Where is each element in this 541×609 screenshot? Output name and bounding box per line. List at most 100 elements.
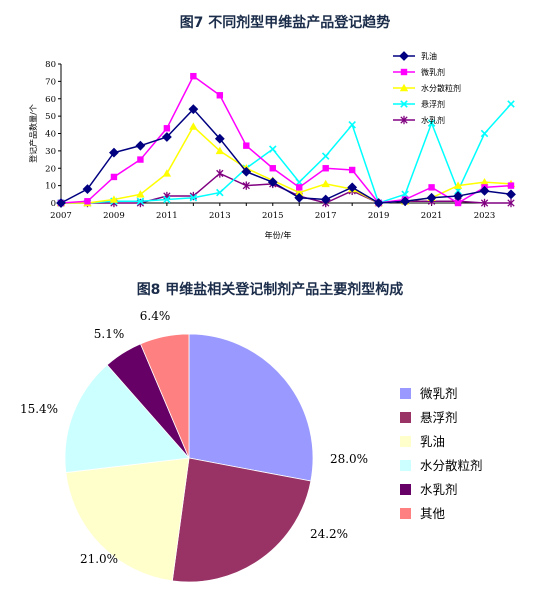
legend-item: 水分散粒剂 — [400, 458, 483, 473]
marker-stroke — [348, 121, 356, 129]
data-point — [321, 179, 330, 188]
data-point — [296, 184, 303, 191]
data-point — [163, 195, 171, 204]
legend-label: 乳油 — [420, 434, 445, 449]
slice-label: 24.2% — [310, 527, 348, 541]
legend-item: 微乳剂 — [400, 386, 458, 401]
data-point — [136, 197, 145, 206]
pie-slice — [139, 333, 190, 459]
x-tick-label: 2021 — [421, 211, 443, 221]
y-tick-label: 60 — [45, 95, 56, 105]
data-point — [453, 191, 463, 201]
legend-label: 微乳剂 — [420, 386, 458, 401]
slice-label: 21.0% — [80, 552, 118, 566]
data-point — [348, 121, 356, 129]
data-point — [82, 184, 93, 195]
data-point — [214, 133, 225, 144]
data-point — [400, 196, 411, 207]
x-tick-label: 2011 — [156, 211, 178, 221]
legend-item: 水乳剂 — [393, 115, 445, 125]
legend-label: 微乳剂 — [421, 67, 445, 77]
data-point — [163, 125, 171, 132]
data-point — [215, 146, 225, 155]
legend-item: 乳油 — [393, 51, 437, 61]
data-point — [190, 72, 197, 80]
x-axis-label: 年份/年 — [265, 230, 292, 240]
data-point — [320, 194, 331, 205]
data-point — [109, 147, 119, 158]
marker-stroke — [507, 100, 515, 108]
marker-stroke — [268, 145, 277, 153]
legend-swatch — [400, 484, 411, 495]
data-point — [347, 182, 358, 193]
data-point — [427, 119, 436, 127]
data-point — [189, 194, 198, 202]
slice-label: 28.0% — [330, 452, 368, 466]
x-tick-label: 2009 — [103, 211, 125, 221]
data-point — [189, 122, 198, 130]
data-point — [507, 182, 515, 189]
data-point — [135, 140, 146, 151]
pie-slice — [64, 364, 190, 474]
series-line — [61, 103, 512, 204]
x-tick-label: 2013 — [209, 211, 231, 221]
data-point — [400, 100, 408, 108]
marker-stroke — [400, 100, 408, 108]
legend-swatch — [400, 436, 411, 447]
legend-item: 其他 — [400, 506, 446, 521]
pie-chart: 28.0% 24.2% 21.0% 15.4% 5.1% 6.4% 微乳剂悬浮剂乳油水分散粒… — [20, 309, 483, 583]
data-point — [506, 189, 516, 200]
data-point — [373, 198, 384, 208]
data-point — [400, 115, 408, 125]
data-point — [268, 145, 277, 153]
data-point — [243, 142, 250, 149]
legend-item: 水乳剂 — [400, 482, 458, 497]
series-2 — [56, 122, 516, 207]
series-line — [60, 75, 512, 204]
data-point — [216, 188, 224, 197]
data-point — [162, 169, 172, 177]
data-point — [480, 129, 489, 138]
line-chart-title: 图7 不同剂型甲维盐产品登记趋势 — [180, 14, 391, 31]
y-tick-label: 40 — [45, 130, 56, 140]
legend-label: 乳油 — [421, 51, 437, 61]
data-point — [426, 192, 437, 203]
line-chart: 0 10 20 30 40 50 60 70 80 2007 2009 2011 2013 2015 201… — [28, 51, 516, 240]
legend-label: 其他 — [420, 506, 446, 521]
legend-swatch — [400, 412, 411, 423]
legend-item: 乳油 — [400, 434, 445, 449]
data-point — [295, 188, 304, 196]
y-tick-label: 30 — [45, 147, 56, 157]
data-point — [216, 169, 224, 178]
data-point — [241, 166, 252, 177]
data-point — [84, 198, 91, 205]
data-point — [428, 184, 435, 191]
legend-swatch — [400, 388, 411, 399]
data-point — [56, 198, 66, 208]
data-point — [136, 190, 145, 198]
legend-label: 水乳剂 — [420, 482, 458, 497]
data-point — [188, 104, 199, 115]
data-point — [348, 166, 356, 174]
series-line — [61, 125, 512, 204]
marker-stroke — [480, 129, 489, 138]
data-point — [110, 173, 118, 181]
data-point — [161, 132, 172, 142]
marker-stroke — [163, 195, 171, 204]
y-tick-label: 70 — [45, 77, 56, 87]
marker-stroke — [321, 152, 330, 160]
x-tick-label: 2017 — [315, 211, 337, 221]
x-tick-label: 2023 — [474, 211, 496, 221]
data-point — [321, 152, 330, 160]
data-point — [269, 165, 276, 172]
y-tick-label: 10 — [45, 182, 56, 192]
data-point — [480, 198, 489, 208]
data-point — [454, 199, 462, 207]
y-tick-label: 80 — [45, 60, 56, 70]
pie-slice — [65, 457, 190, 582]
data-point — [216, 92, 224, 99]
legend-label: 悬浮剂 — [421, 99, 445, 109]
marker-stroke — [427, 119, 436, 127]
pie-chart-title: 图8 甲维盐相关登记制剂产品主要剂型构成 — [137, 281, 404, 298]
